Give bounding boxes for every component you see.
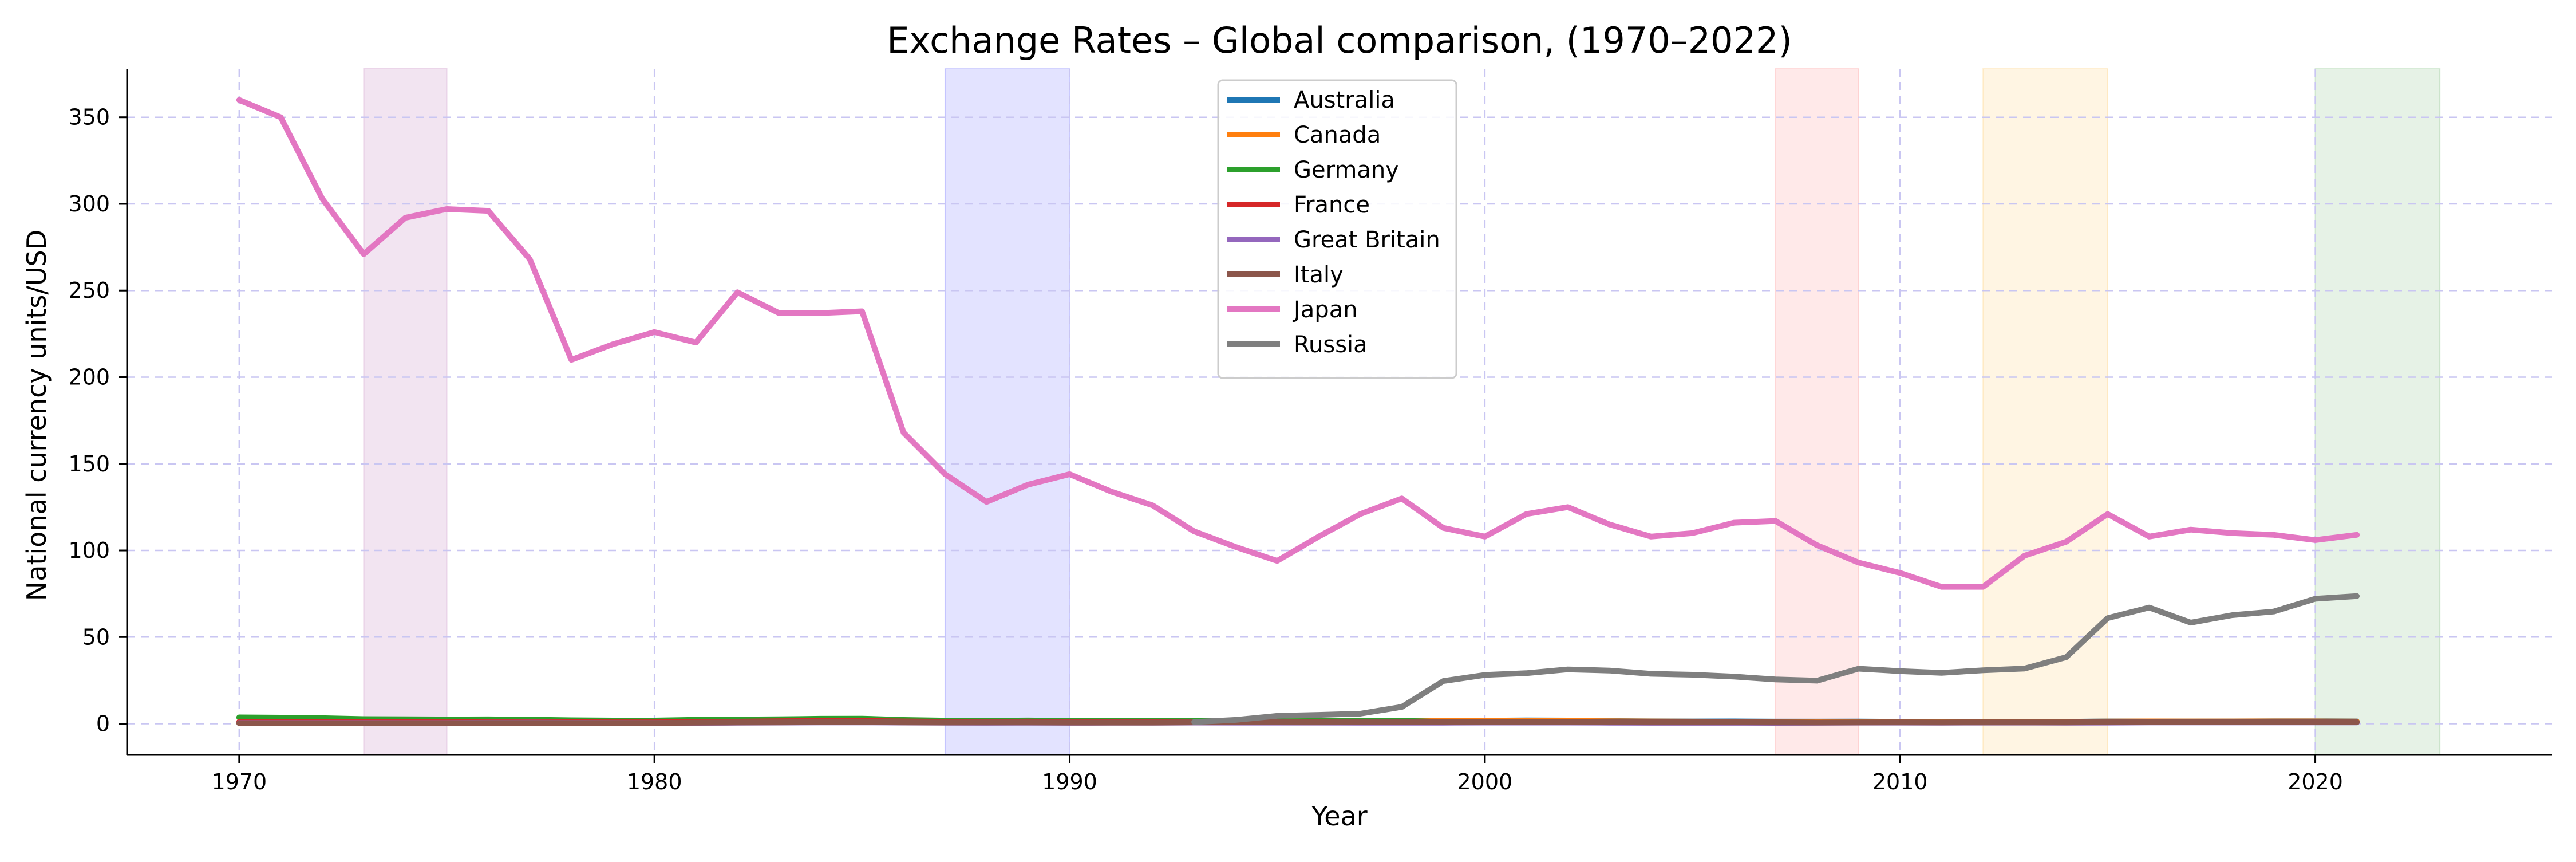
- legend-label-great-britain: Great Britain: [1294, 227, 1440, 253]
- series-line-japan: [236, 97, 2360, 590]
- y-tick-label: 150: [68, 451, 110, 477]
- y-tick-label: 0: [96, 711, 110, 737]
- legend-label-australia: Australia: [1294, 87, 1395, 113]
- legend-label-canada: Canada: [1294, 122, 1381, 148]
- y-tick-label: 100: [68, 538, 110, 563]
- y-tick-label: 200: [68, 364, 110, 389]
- legend-label-russia: Russia: [1294, 332, 1368, 358]
- y-tick-label: 250: [68, 278, 110, 303]
- series-line-italy: [236, 719, 2360, 726]
- shaded-period-2020-2023: [2314, 68, 2441, 755]
- shaded-period-2012-2015: [1982, 68, 2108, 755]
- y-axis-label: National currency units/USD: [21, 230, 52, 601]
- legend-label-italy: Italy: [1294, 262, 1344, 288]
- chart-title: Exchange Rates – Global comparison, (197…: [887, 19, 1792, 61]
- x-tick-label: 1990: [1042, 769, 1097, 794]
- shaded-periods: [363, 68, 2441, 755]
- series-line-russia: [1191, 593, 2360, 725]
- shaded-period-1987-1990: [944, 68, 1070, 755]
- shaded-period-2007-2009: [1775, 68, 1859, 755]
- legend: Australia Canada Germany France Great Britai…: [1217, 79, 1457, 379]
- x-tick-label: 1980: [627, 769, 682, 794]
- x-tick-label: 2000: [1457, 769, 1513, 794]
- y-tick-label: 50: [82, 624, 110, 650]
- y-tick-label: 350: [68, 105, 110, 130]
- shaded-period-1973-1975: [363, 68, 448, 755]
- axes: [126, 69, 2552, 756]
- y-tick-label: 300: [68, 191, 110, 217]
- x-axis-label: Year: [1311, 801, 1367, 832]
- x-tick-label: 2020: [2287, 769, 2343, 794]
- legend-label-france: France: [1294, 192, 1370, 218]
- x-tick-label: 1970: [211, 769, 267, 794]
- legend-label-germany: Germany: [1294, 157, 1399, 183]
- tick-labels: 1970 1980 1990 2000 2010 2020 0 50 100 150 200 250 3…: [68, 105, 2342, 794]
- legend-box: [1217, 79, 1457, 379]
- x-tick-label: 2010: [1872, 769, 1928, 794]
- series-lines: [236, 97, 2360, 726]
- legend-label-japan: Japan: [1292, 297, 1358, 323]
